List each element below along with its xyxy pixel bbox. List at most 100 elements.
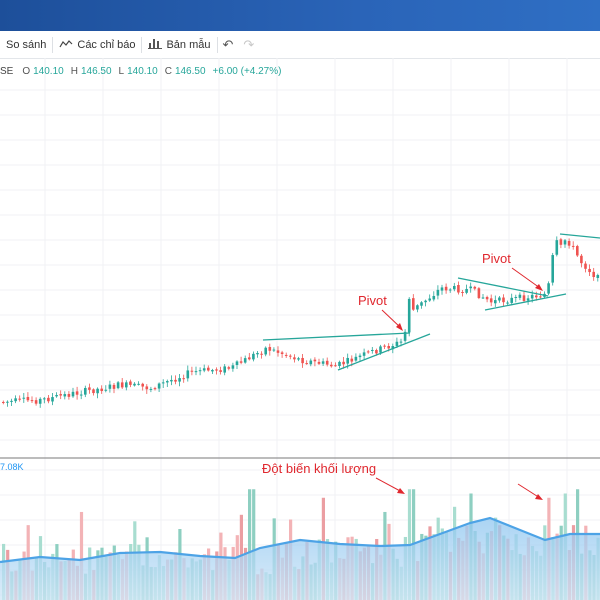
- candle-body: [194, 371, 198, 373]
- candle-body: [268, 346, 272, 351]
- candle-body: [317, 361, 321, 364]
- candle-body: [174, 379, 177, 382]
- candle-body: [514, 296, 518, 298]
- volume-bar: [248, 489, 252, 600]
- candle-body: [580, 255, 583, 264]
- candle-body: [264, 347, 267, 355]
- chart-grid: [0, 58, 600, 600]
- candle-body: [481, 297, 485, 299]
- volume-arrow-2: [517, 483, 541, 499]
- candle-body: [535, 295, 538, 298]
- candle-body: [453, 285, 456, 290]
- candle-body: [576, 246, 579, 256]
- candle-body: [75, 391, 79, 395]
- candle-body: [330, 364, 333, 367]
- low-value: 140.10: [127, 66, 158, 77]
- candle-body: [157, 383, 161, 389]
- candle-body: [309, 360, 313, 365]
- candle-body: [412, 298, 415, 310]
- candle-body: [440, 287, 444, 291]
- candle-body: [375, 350, 378, 354]
- candle-body: [141, 383, 144, 387]
- trendline-upper-2[interactable]: [457, 277, 549, 297]
- candle-body: [51, 397, 54, 402]
- candle-body: [477, 288, 481, 299]
- close-key: C: [164, 66, 172, 77]
- candle-body: [84, 387, 87, 395]
- indicators-label: Các chỉ báo: [77, 38, 136, 51]
- volume-bar: [252, 489, 256, 600]
- candle-body: [354, 356, 358, 361]
- candle-body: [223, 366, 226, 373]
- candle-body: [47, 397, 50, 402]
- candle-body: [280, 352, 284, 355]
- candle-body: [436, 289, 440, 296]
- candle-body: [137, 383, 140, 385]
- candle-body: [227, 367, 231, 369]
- candle-body: [506, 302, 509, 304]
- candle-body: [260, 353, 263, 355]
- candle-body: [190, 370, 194, 372]
- candle-body: [79, 394, 83, 396]
- redo-icon[interactable]: ↷: [243, 36, 255, 52]
- candle-body: [272, 349, 276, 351]
- volume-spike-annotation: Đột biến khối lượng: [262, 461, 376, 476]
- candle-body: [120, 382, 124, 388]
- candle-body: [207, 367, 210, 371]
- candle-body: [293, 357, 296, 360]
- candle-body: [469, 286, 472, 289]
- indicators-button[interactable]: Các chỉ báo: [53, 31, 141, 58]
- candle-body: [387, 345, 390, 349]
- trendline-upper-3[interactable]: [559, 233, 600, 239]
- candle-body: [104, 389, 108, 391]
- trendline-lower-1[interactable]: [337, 333, 431, 371]
- candle-body: [547, 283, 550, 294]
- trendline-lower-2[interactable]: [484, 293, 567, 311]
- candle-body: [149, 388, 153, 390]
- candle-body: [457, 285, 460, 293]
- pivot-annotation-1: Pivot: [358, 293, 387, 308]
- candle-body: [432, 295, 436, 300]
- trendline-upper-1[interactable]: [262, 332, 411, 341]
- candle-body: [67, 393, 71, 397]
- candle-body: [231, 365, 235, 369]
- candle-body: [321, 361, 325, 364]
- candle-body: [485, 296, 489, 300]
- candle-body: [498, 297, 501, 301]
- candle-body: [129, 381, 132, 385]
- candle-body: [403, 331, 407, 341]
- low-key: L: [118, 66, 125, 77]
- candle-body: [444, 286, 448, 291]
- price-chart[interactable]: Pivot Pivot Đột biến khối lượng 7.08K: [0, 58, 600, 600]
- candle-body: [522, 295, 526, 301]
- candle-body: [276, 350, 280, 353]
- candle-body: [338, 361, 341, 366]
- candle-body: [38, 398, 42, 404]
- undo-icon[interactable]: ↶: [222, 36, 234, 52]
- chart-toolbar: So sánh Các chỉ báo Bản mẫu ↶ ↷: [0, 31, 600, 59]
- candle-body: [219, 370, 222, 372]
- candle-body: [305, 363, 308, 365]
- candle-body: [55, 395, 58, 397]
- candle-body: [284, 354, 288, 356]
- top-banner: [0, 0, 600, 31]
- templates-button[interactable]: Bản mẫu: [142, 31, 216, 58]
- candle-body: [92, 389, 95, 394]
- close-value: 146.50: [174, 66, 206, 77]
- candle-body: [30, 400, 34, 402]
- candle-body: [563, 240, 567, 245]
- candle-body: [420, 302, 423, 306]
- candle-body: [125, 382, 128, 388]
- open-key: O: [22, 66, 31, 77]
- ohlc-legend: SE O 140.10 H 146.50 L 140.10 C 146.50 +6.00…: [0, 66, 285, 80]
- candle-body: [6, 401, 9, 403]
- compare-button[interactable]: So sánh: [0, 31, 52, 58]
- symbol-label: SE: [0, 66, 14, 77]
- high-value: 146.50: [80, 66, 112, 77]
- candle-body: [215, 369, 218, 371]
- candle-body: [145, 386, 149, 390]
- candle-body: [22, 397, 26, 399]
- candle-body: [428, 298, 431, 301]
- candle-body: [325, 360, 329, 365]
- candle-body: [526, 298, 530, 301]
